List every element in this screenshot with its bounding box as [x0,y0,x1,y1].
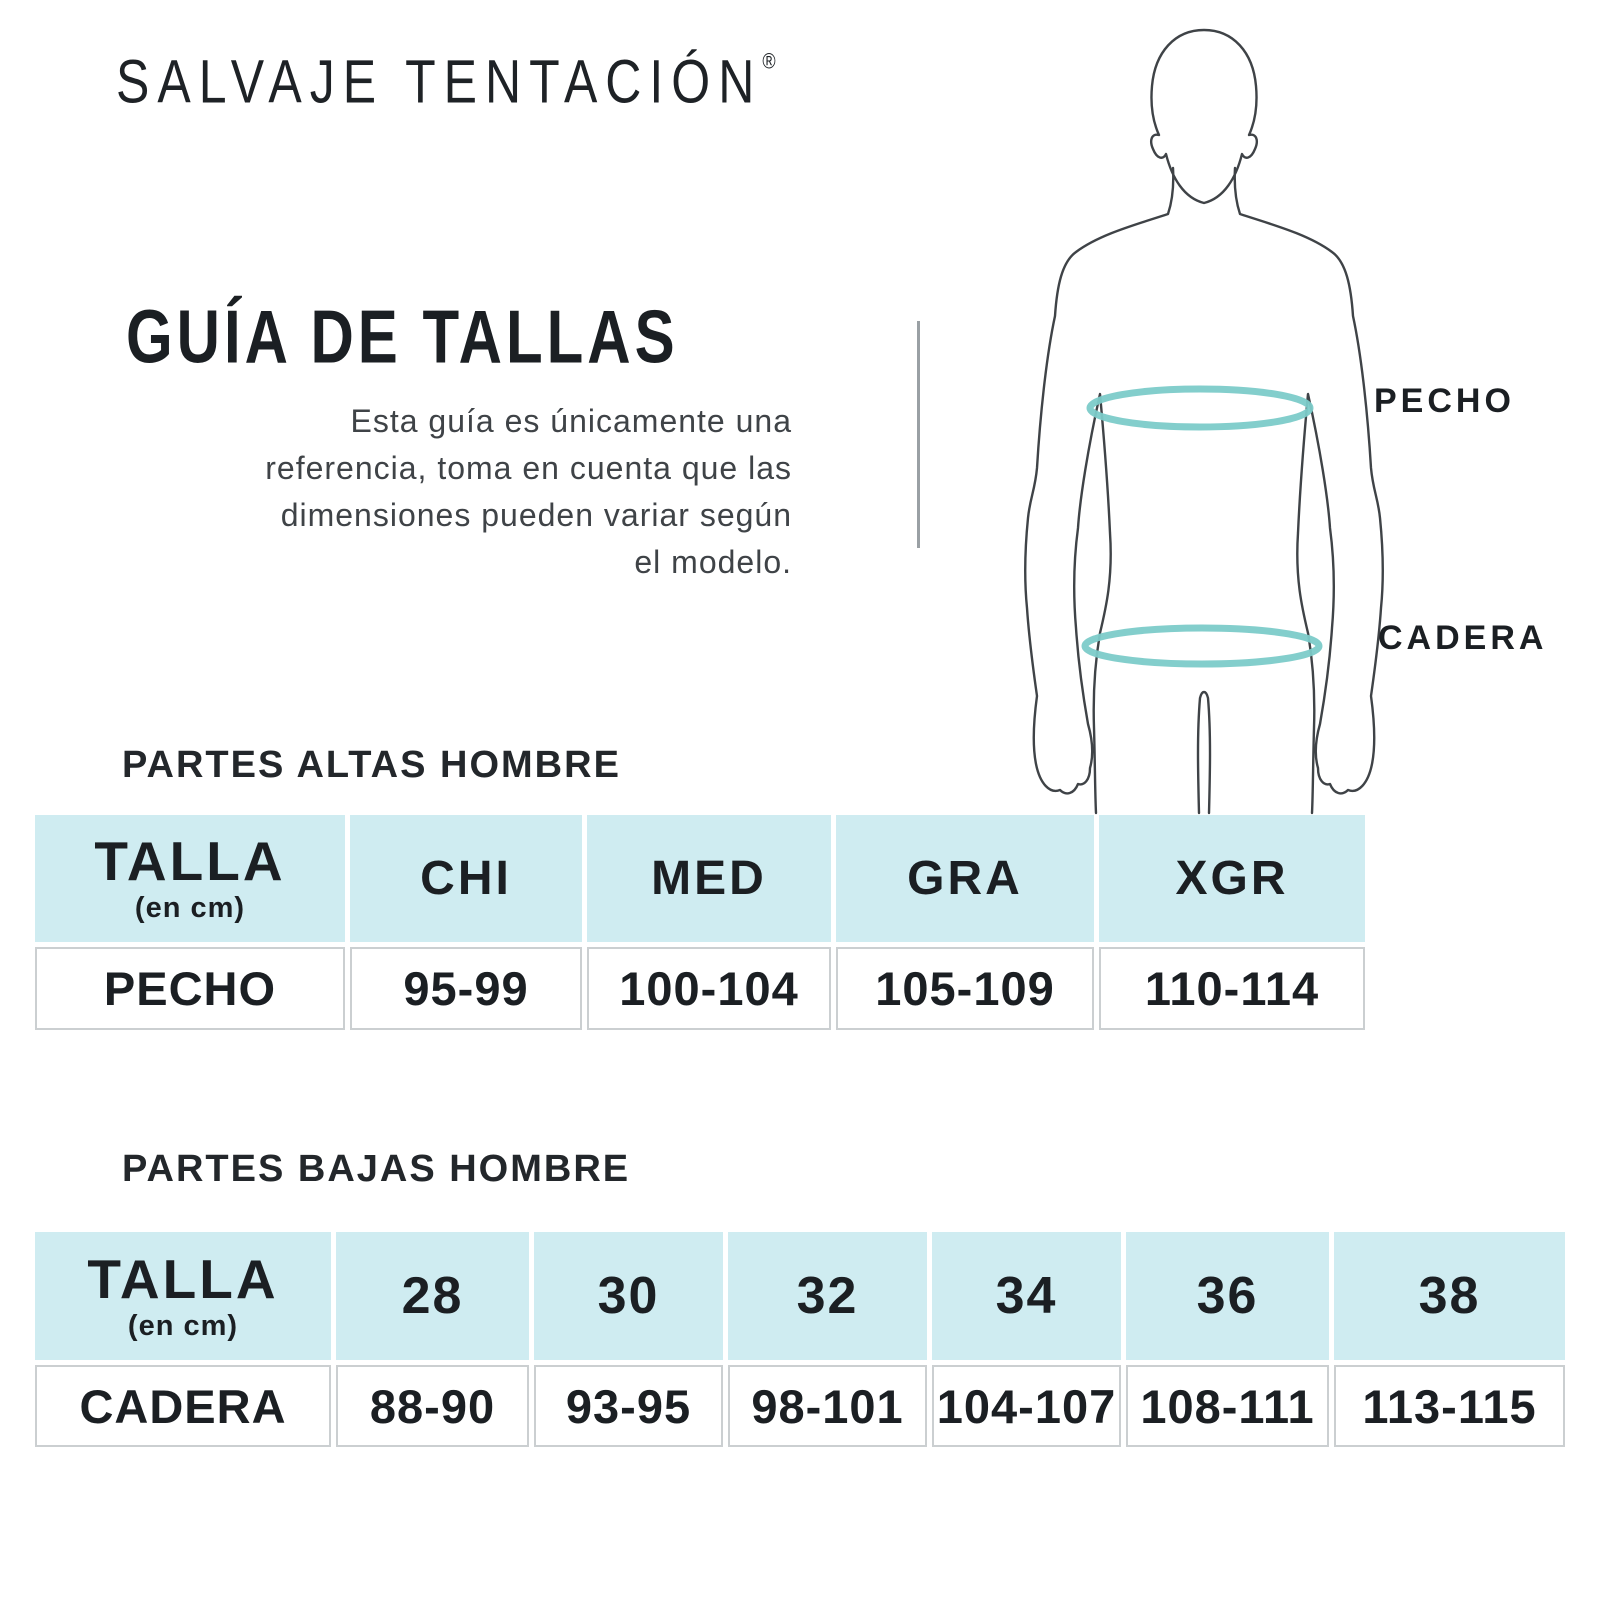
body-right-outline [1233,166,1385,815]
upper-body-size-table: TALLA (en cm) CHI MED GRA XGR PECHO 95-9… [35,815,1365,1030]
talla-unit: (en cm) [127,1309,239,1342]
header-cell-size: MED [587,815,831,942]
talla-unit: (en cm) [134,892,246,924]
hip-measure-band [1081,624,1323,668]
guide-description: Esta guía es únicamente una referencia, … [265,403,792,580]
header-cell-talla: TALLA (en cm) [35,815,345,942]
value-cell: 104-107 [932,1365,1121,1447]
chest-measure-band [1086,385,1314,431]
row-label-cell: CADERA [35,1365,331,1447]
table-data-row: CADERA 88-90 93-95 98-101 104-107 108-11… [35,1365,1565,1447]
table-header-row: TALLA (en cm) 28 30 32 34 36 38 [35,1232,1565,1360]
row-label-cell: PECHO [35,947,345,1030]
value-cell: 88-90 [336,1365,529,1447]
value-cell: 93-95 [534,1365,723,1447]
male-body-figure [1023,28,1385,815]
value-cell: 105-109 [836,947,1094,1030]
value-cell: 98-101 [728,1365,927,1447]
header-cell-size: 32 [728,1232,927,1360]
table-header-row: TALLA (en cm) CHI MED GRA XGR [35,815,1365,942]
hip-label: CADERA [1378,619,1548,657]
talla-label: TALLA [94,830,286,892]
value-cell: 113-115 [1334,1365,1565,1447]
value-cell: 108-111 [1126,1365,1329,1447]
registered-mark-icon: ® [762,48,776,74]
section-title-upper-body: PARTES ALTAS HOMBRE [122,744,621,786]
value-cell: 110-114 [1099,947,1365,1030]
vertical-divider [917,321,920,548]
page-title: GUÍA DE TALLAS [126,295,679,379]
header-cell-size: CHI [350,815,582,942]
value-cell: 100-104 [587,947,831,1030]
brand-logo: SALVAJE TENTACIÓN® [116,50,776,112]
table-data-row: PECHO 95-99 100-104 105-109 110-114 [35,947,1365,1030]
lower-body-size-table: TALLA (en cm) 28 30 32 34 36 38 CADERA 8… [35,1232,1565,1447]
brand-name: SALVAJE TENTACIÓN [116,47,763,116]
body-left-outline [1023,166,1175,815]
body-head-outline [1150,28,1258,205]
section-title-lower-body: PARTES BAJAS HOMBRE [122,1148,631,1190]
header-cell-size: XGR [1099,815,1365,942]
header-cell-talla: TALLA (en cm) [35,1232,331,1360]
body-inner-leg-line [1196,690,1212,815]
chest-label: PECHO [1374,382,1515,420]
header-cell-size: 38 [1334,1232,1565,1360]
header-cell-size: 36 [1126,1232,1329,1360]
value-cell: 95-99 [350,947,582,1030]
header-cell-size: 34 [932,1232,1121,1360]
header-cell-size: 28 [336,1232,529,1360]
talla-label: TALLA [87,1247,279,1310]
header-cell-size: 30 [534,1232,723,1360]
header-cell-size: GRA [836,815,1094,942]
